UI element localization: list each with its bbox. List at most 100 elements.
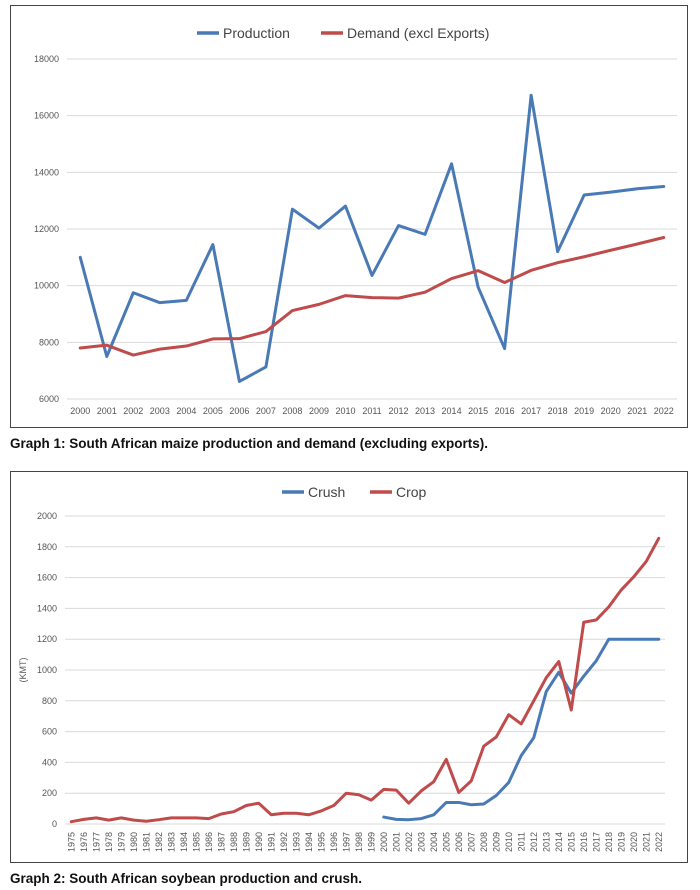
x-tick-label-1983: 1983	[166, 832, 176, 852]
x-tick-label-2015: 2015	[468, 406, 488, 416]
x-tick-label-2001: 2001	[97, 406, 117, 416]
series-production	[78, 93, 666, 383]
x-tick-label-1997: 1997	[341, 832, 351, 852]
legend: Crush Crop	[282, 484, 427, 500]
y-tick-label-1400: 1400	[37, 603, 57, 613]
series-crush	[382, 637, 661, 822]
y-tick-label-200: 200	[42, 788, 57, 798]
x-tick-label-1995: 1995	[316, 832, 326, 852]
x-tick-label-1991: 1991	[266, 832, 276, 852]
series-demand-excl-exports-	[78, 236, 666, 357]
y-tick-label-16000: 16000	[34, 111, 59, 121]
x-tick-label-2010: 2010	[504, 832, 514, 852]
y-tick-label-10000: 10000	[34, 281, 59, 291]
x-tick-label-2014: 2014	[442, 406, 462, 416]
x-tick-label-2022: 2022	[654, 832, 664, 852]
x-tick-label-1977: 1977	[91, 832, 101, 852]
x-tick-label-1999: 1999	[366, 832, 376, 852]
x-tick-label-2018: 2018	[604, 832, 614, 852]
x-tick-label-2008: 2008	[282, 406, 302, 416]
y-tick-label-6000: 6000	[39, 394, 59, 404]
x-tick-label-2013: 2013	[541, 832, 551, 852]
x-tick-label-2012: 2012	[389, 406, 409, 416]
x-tick-label-2017: 2017	[521, 406, 541, 416]
legend-label-0: Crush	[308, 484, 345, 500]
x-tick-label-2013: 2013	[415, 406, 435, 416]
x-tick-label-2003: 2003	[416, 832, 426, 852]
x-tick-label-2002: 2002	[404, 832, 414, 852]
series-line-1	[69, 536, 661, 824]
y-tick-label-2000: 2000	[37, 511, 57, 521]
x-tick-label-2000: 2000	[70, 406, 90, 416]
x-tick-label-2020: 2020	[629, 832, 639, 852]
y-tick-labels: 0 200 400 600 800 1000 1200 1400 1600 1800 2000	[37, 511, 57, 829]
x-tick-labels: 1975 1976 1977 1978 1979 1980 1981 1982 1983 1984…	[66, 832, 664, 852]
x-tick-label-1986: 1986	[204, 832, 214, 852]
legend-label-1: Demand (excl Exports)	[347, 25, 489, 41]
x-tick-label-2011: 2011	[362, 406, 381, 416]
x-tick-label-1996: 1996	[329, 832, 339, 852]
x-tick-label-1990: 1990	[254, 832, 264, 852]
x-tick-label-1975: 1975	[66, 832, 76, 852]
x-tick-label-1987: 1987	[216, 832, 226, 852]
x-tick-label-2021: 2021	[641, 832, 651, 852]
x-tick-label-2005: 2005	[203, 406, 223, 416]
y-tick-label-400: 400	[42, 757, 57, 767]
y-tick-label-800: 800	[42, 696, 57, 706]
x-tick-label-2004: 2004	[176, 406, 196, 416]
maize-chart-frame: 6000 8000 10000 12000 14000 16000 18000 2000 200…	[10, 5, 688, 428]
x-tick-label-1992: 1992	[279, 832, 289, 852]
x-tick-label-1982: 1982	[154, 832, 164, 852]
x-tick-label-2019: 2019	[574, 406, 594, 416]
x-tick-label-2012: 2012	[529, 832, 539, 852]
x-tick-label-1998: 1998	[354, 832, 364, 852]
x-tick-label-2022: 2022	[654, 406, 674, 416]
x-tick-label-2015: 2015	[566, 832, 576, 852]
x-tick-label-1984: 1984	[179, 832, 189, 852]
soybean-chart-frame: 0 200 400 600 800 1000 1200 1400 1600 1800 2000 197…	[10, 471, 688, 863]
x-tick-label-1981: 1981	[141, 832, 151, 852]
y-tick-label-600: 600	[42, 727, 57, 737]
series-crop	[69, 536, 661, 824]
x-tick-label-1993: 1993	[291, 832, 301, 852]
soybean-chart-caption: Graph 2: South African soybean productio…	[10, 871, 363, 886]
y-tick-label-1800: 1800	[37, 542, 57, 552]
x-tick-label-2000: 2000	[379, 832, 389, 852]
legend-label-0: Production	[223, 25, 290, 41]
x-tick-label-2001: 2001	[391, 832, 401, 852]
x-tick-label-2005: 2005	[441, 832, 451, 852]
x-tick-label-1976: 1976	[79, 832, 89, 852]
x-tick-label-2007: 2007	[466, 832, 476, 852]
x-tick-label-1979: 1979	[116, 832, 126, 852]
x-tick-label-1985: 1985	[191, 832, 201, 852]
x-tick-labels: 2000 2001 2002 2003 2004 2005 2006 2007 2008 2009…	[70, 406, 674, 416]
x-tick-label-2021: 2021	[627, 406, 647, 416]
y-tick-label-14000: 14000	[34, 167, 59, 177]
x-tick-label-1978: 1978	[104, 832, 114, 852]
y-tick-label-0: 0	[52, 819, 57, 829]
x-tick-label-2010: 2010	[335, 406, 355, 416]
x-tick-label-2020: 2020	[601, 406, 621, 416]
x-tick-label-2009: 2009	[309, 406, 329, 416]
y-tick-label-1000: 1000	[37, 665, 57, 675]
x-tick-label-2017: 2017	[591, 832, 601, 852]
x-tick-label-2003: 2003	[150, 406, 170, 416]
x-tick-label-2016: 2016	[579, 832, 589, 852]
x-tick-label-2008: 2008	[479, 832, 489, 852]
legend: Production Demand (excl Exports)	[197, 25, 489, 41]
gridlines	[67, 58, 677, 400]
x-tick-label-2014: 2014	[554, 832, 564, 852]
x-tick-label-2018: 2018	[548, 406, 568, 416]
y-tick-label-1200: 1200	[37, 634, 57, 644]
y-tick-labels: 6000 8000 10000 12000 14000 16000 18000	[34, 54, 59, 404]
x-tick-label-2004: 2004	[429, 832, 439, 852]
y-tick-label-8000: 8000	[39, 337, 59, 347]
x-tick-label-2006: 2006	[229, 406, 249, 416]
series-line-0	[78, 93, 666, 383]
series-line-1	[78, 236, 666, 357]
x-tick-label-2016: 2016	[495, 406, 515, 416]
x-tick-label-1989: 1989	[241, 832, 251, 852]
y-tick-label-18000: 18000	[34, 54, 59, 64]
x-tick-label-1988: 1988	[229, 832, 239, 852]
